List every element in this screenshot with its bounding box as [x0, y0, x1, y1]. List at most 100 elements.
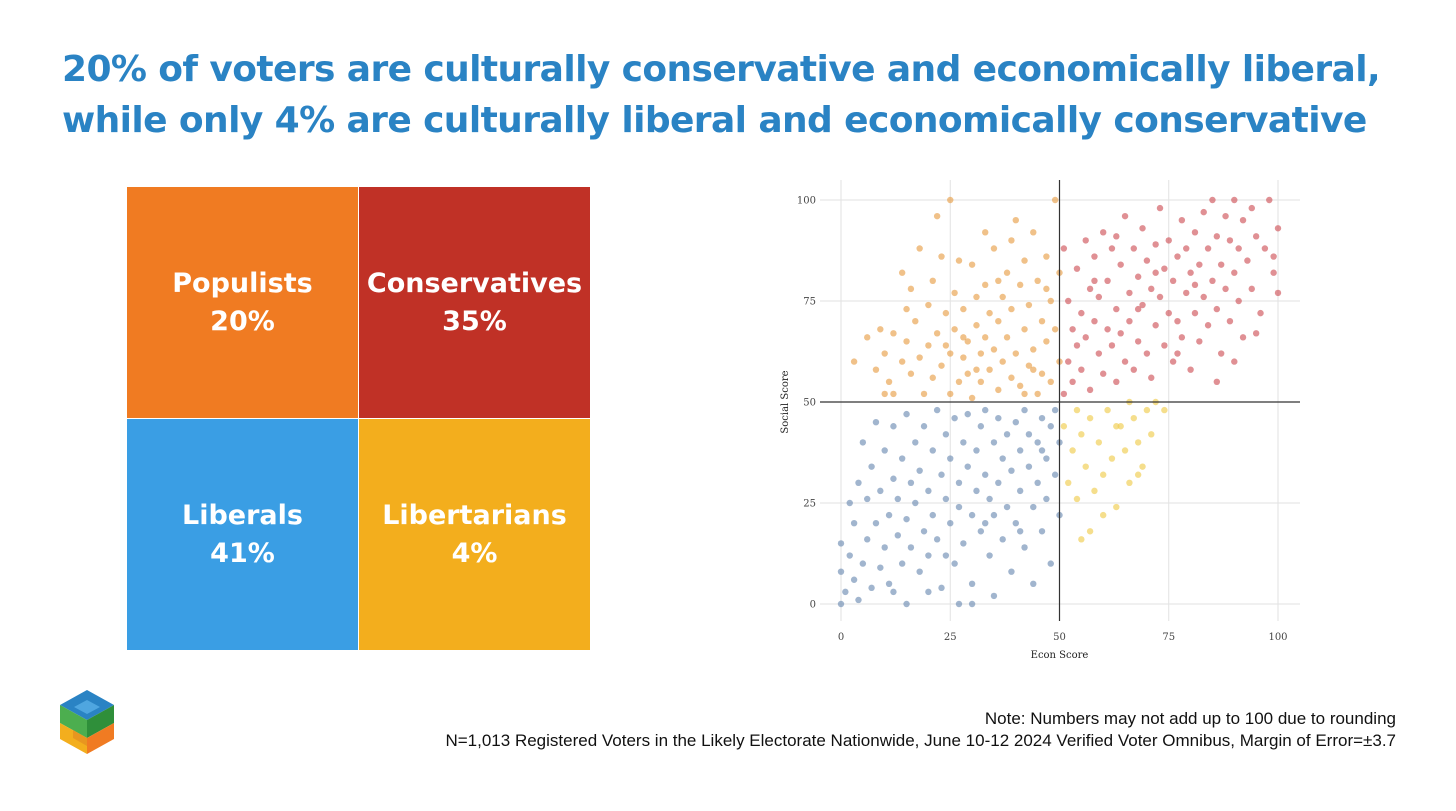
scatter-point	[1143, 257, 1151, 264]
scatter-point	[990, 346, 998, 353]
scatter-point	[1217, 261, 1225, 268]
scatter-point	[1086, 528, 1094, 535]
scatter-point	[964, 370, 971, 377]
scatter-point	[1108, 245, 1116, 252]
scatter-point	[1047, 560, 1054, 567]
scatter-point	[925, 487, 932, 495]
scatter-point	[938, 471, 945, 478]
scatter-point	[973, 447, 980, 454]
scatter-point	[907, 370, 915, 377]
scatter-point	[1239, 334, 1247, 341]
y-tick-label: 25	[803, 499, 816, 510]
scatter-point	[947, 196, 954, 204]
scatter-point	[933, 406, 941, 414]
scatter-point	[916, 245, 923, 252]
scatter-point	[1008, 237, 1015, 244]
scatter-point	[955, 378, 963, 385]
scatter-point	[947, 390, 954, 398]
scatter-point	[955, 257, 963, 264]
note-rounding: Note: Numbers may not add up to 100 due …	[984, 709, 1396, 728]
scatter-point	[1100, 471, 1107, 478]
scatter-point	[1043, 338, 1050, 345]
scatter-point	[925, 342, 932, 349]
scatter-point	[1117, 261, 1124, 268]
scatter-point	[1187, 366, 1194, 373]
scatter-point	[1231, 196, 1238, 204]
scatter-point	[982, 520, 989, 527]
quadrant-value-libertarians: 4%	[451, 537, 498, 569]
scatter-point	[982, 406, 989, 414]
quadrant-value-conservatives: 35%	[442, 305, 507, 337]
scatter-point	[1274, 289, 1282, 297]
scatter-point	[1108, 455, 1116, 462]
scatter-point	[1270, 253, 1277, 260]
scatter-point	[885, 580, 893, 587]
scatter-point	[916, 354, 923, 361]
scatter-point	[846, 552, 853, 559]
scatter-point	[1060, 245, 1068, 252]
scatter-point	[1060, 423, 1068, 430]
scatter-point	[1174, 253, 1181, 260]
scatter-point	[1187, 269, 1194, 276]
scatter-point	[1100, 370, 1107, 377]
scatter-point	[1204, 322, 1212, 329]
scatter-point	[1086, 414, 1094, 422]
scatter-point	[1051, 326, 1059, 333]
scatter-point	[1016, 487, 1024, 495]
quadrant-label-conservatives: Conservatives	[366, 267, 583, 299]
scatter-point	[1025, 301, 1033, 309]
scatter-point	[942, 309, 950, 317]
x-tick-label: 0	[838, 632, 844, 643]
scatter-point	[1008, 568, 1015, 575]
scatter-point	[1209, 196, 1216, 204]
footnotes: Note: Numbers may not add up to 100 due …	[445, 708, 1396, 752]
scatter-point	[903, 410, 910, 418]
scatter-point	[929, 277, 936, 284]
scatter-point	[872, 419, 880, 426]
scatter-point	[1222, 212, 1229, 220]
scatter-point	[877, 326, 884, 333]
scatter-point	[986, 495, 993, 503]
scatter-point	[1065, 479, 1072, 486]
scatter-point	[1078, 309, 1085, 317]
scatter-point	[850, 520, 858, 527]
scatter-point	[1113, 305, 1120, 313]
scatter-point	[1038, 447, 1046, 454]
scatter-point	[938, 253, 945, 260]
scatter-point	[916, 568, 923, 575]
scatter-point	[964, 463, 971, 470]
scatter-point	[1030, 229, 1037, 236]
scatter-point	[947, 350, 954, 357]
scatter-point	[995, 277, 1002, 284]
scatter-point	[1051, 196, 1059, 204]
x-tick-label: 100	[1268, 632, 1287, 643]
scatter-point	[960, 540, 967, 547]
scatter-point	[903, 600, 910, 608]
scatter-point	[1038, 528, 1046, 535]
scatter-point	[1213, 233, 1221, 240]
scatter-point	[1174, 350, 1181, 357]
scatter-point	[1191, 309, 1199, 317]
scatter-point	[864, 334, 871, 341]
scatter-point	[1003, 334, 1011, 341]
scatter-point	[907, 544, 915, 551]
scatter-point	[1073, 406, 1081, 414]
scatter-point	[1095, 439, 1103, 446]
scatter-point	[964, 410, 971, 418]
scatter-point	[1252, 233, 1260, 240]
scatter-point	[1165, 309, 1172, 317]
scatter-point	[890, 588, 897, 596]
quadrant-label-liberals: Liberals	[182, 499, 303, 531]
scatter-point	[977, 350, 985, 357]
scatter-point	[951, 326, 958, 333]
quadrant-libertarians: Libertarians 4%	[359, 419, 590, 650]
scatter-point	[1043, 455, 1050, 462]
scatter-point	[990, 511, 998, 519]
scatter-point	[1152, 241, 1159, 248]
scatter-point	[933, 212, 941, 220]
scatter-point	[955, 479, 963, 486]
scatter-point	[1200, 208, 1207, 216]
scatter-point	[1130, 414, 1137, 422]
chart-title: 20% of voters are culturally conservativ…	[62, 44, 1442, 146]
scatter-point	[1038, 318, 1046, 325]
